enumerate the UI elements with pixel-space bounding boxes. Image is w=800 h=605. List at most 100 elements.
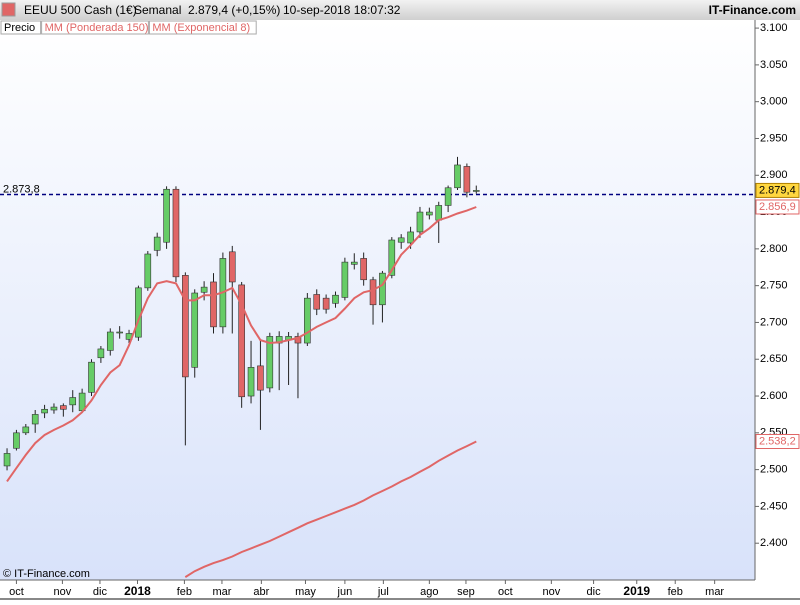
candle-body [472,190,480,192]
x-tick-label: jun [337,586,353,598]
reference-label: 2.873,8 [3,183,40,195]
candle-body [266,336,274,389]
x-tick-label: ago [420,586,438,598]
x-tick-label: may [295,586,316,598]
legend-box [148,20,257,35]
candle-body [200,286,208,293]
period: Semanal [134,3,181,17]
candle-body [60,405,67,410]
title: EEUU 500 Cash (1€) [24,3,137,17]
candle-body [238,284,245,398]
y-tick-label: 2.600 [760,390,788,402]
candle-body [322,297,330,310]
x-tick-label: nov [54,586,72,598]
candle-body [463,166,471,193]
last-value-box [755,182,800,198]
candle-body [388,239,396,276]
candle-body [97,348,105,359]
candle-body [50,406,58,411]
quote: 2.879,4 (+0,15%) [188,3,280,17]
candle-body [135,287,142,338]
candle-body [153,236,161,251]
header-bar [0,0,800,20]
candle-body [31,414,39,425]
candle-body [313,294,321,310]
x-tick-label: 2019 [623,584,650,598]
y-tick-label: 2.700 [760,316,788,328]
x-tick-label: 2018 [124,584,151,598]
bottom-border [0,598,800,600]
candle-body [304,297,311,344]
brand: IT-Finance.com [709,3,796,17]
last-value-box [755,434,800,450]
last-value-label: 2.856,9 [759,201,796,213]
legend-label: Precio [4,22,35,34]
candle-body [88,361,95,393]
candle-body [426,211,433,216]
candle-body [13,432,20,449]
y-tick-label: 2.400 [760,537,788,549]
candle-body [350,261,358,265]
plot-area [0,20,755,580]
x-tick-label: jul [377,586,389,598]
x-tick-label: oct [9,586,24,598]
candle-body [163,188,170,243]
moving-average [184,440,477,578]
candle-body [191,292,199,368]
legend-label: MM (Exponencial 8) [152,22,250,34]
candle-body [210,281,217,328]
x-tick-label: dic [93,586,108,598]
y-tick-label: 2.750 [760,280,788,292]
candle-body [116,331,123,334]
candle-body [41,408,48,414]
candle-body [369,279,377,306]
candle-body [106,331,114,351]
candle-body [416,211,424,233]
x-tick-label: feb [177,586,192,598]
legend-box [0,20,42,35]
candle-body [435,205,443,221]
x-tick-label: mar [212,586,231,598]
y-tick-label: 3.000 [760,96,788,108]
x-tick-label: oct [498,586,513,598]
y-tick-label: 3.050 [760,59,788,71]
x-tick-label: dic [587,586,602,598]
x-tick-label: sep [457,586,475,598]
moving-average [6,206,477,482]
x-tick-label: feb [668,586,683,598]
x-tick-label: mar [705,586,724,598]
candle-body [247,367,255,397]
candle-body [22,426,30,434]
candle-body [172,188,180,278]
candle-body [294,336,302,344]
candle-body [379,272,386,306]
y-tick-label: 2.450 [760,500,788,512]
candle-body [341,261,349,298]
candle-body [397,237,405,243]
legend-box [41,20,149,35]
y-tick-label: 2.950 [760,132,788,144]
candle-body [454,164,461,189]
y-tick-label: 2.900 [760,169,788,181]
header-icon [1,2,16,17]
candle-body [444,187,452,206]
candle-body [182,275,189,378]
x-tick-label: nov [542,586,560,598]
legend-label: MM (Ponderada 150) [45,22,149,34]
last-value-box [755,199,800,215]
candle-body [360,258,367,281]
footer: © IT-Finance.com [3,568,90,580]
y-tick-label: 2.650 [760,353,788,365]
candle-body [69,397,77,406]
x-tick-label: abr [253,586,269,598]
candle-body [144,253,152,289]
last-value-label: 2.879,4 [759,184,796,196]
y-tick-label: 3.100 [760,22,788,34]
candle-body [228,251,236,283]
last-value-label: 2.538,2 [759,435,796,447]
candle-body [257,365,264,391]
candle-body [407,231,414,244]
timestamp: 10-sep-2018 18:07:32 [283,3,401,17]
